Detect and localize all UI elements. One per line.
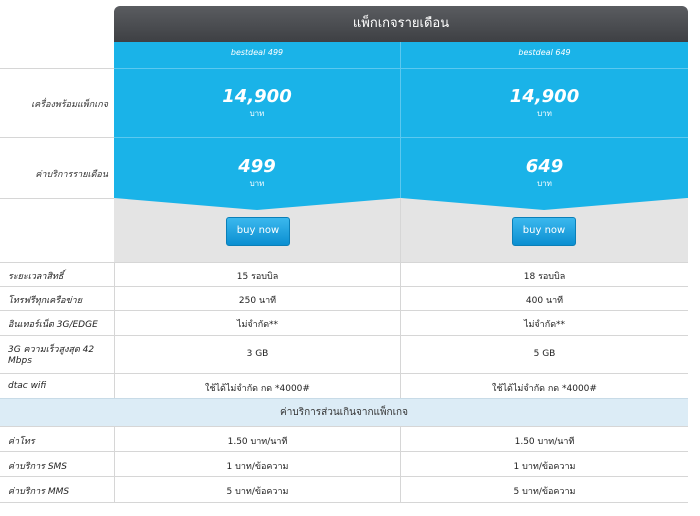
row-value-plan1: 1 บาท/ข้อความ bbox=[226, 462, 289, 472]
row-label: ค่าบริการ MMS bbox=[8, 487, 70, 497]
row-label: dtac wifi bbox=[8, 381, 47, 391]
plan2-arrow bbox=[401, 198, 687, 210]
plan1-arrow bbox=[114, 198, 400, 210]
row-value-plan1: ไม่จำกัด** bbox=[236, 320, 279, 330]
plan2-buy-button[interactable]: buy now bbox=[512, 217, 576, 246]
row-label: ค่าบริการ SMS bbox=[8, 462, 68, 472]
plan1-device-price: 14,900 bbox=[222, 86, 292, 107]
table-row: 3G ความเร็วสูงสุด 42 Mbps 3 GB 5 GB bbox=[0, 335, 688, 374]
plan1-monthly-cell: 499 บาท bbox=[114, 138, 400, 198]
plan2-name-cell: bestdeal 649 bbox=[401, 42, 688, 68]
table-row: dtac wifi ใช้ได้ไม่จำกัด กด *4000# ใช้ได… bbox=[0, 373, 688, 399]
label-device-package: เครื่องพร้อมแพ็กเกจ bbox=[31, 100, 108, 110]
plan2-device-cell: 14,900 บาท bbox=[401, 69, 688, 137]
row-value-plan1: 3 GB bbox=[246, 349, 269, 359]
row-value-plan2: 1 บาท/ข้อความ bbox=[513, 462, 576, 472]
plan1-monthly-unit: บาท bbox=[249, 179, 265, 188]
plan2-monthly-unit: บาท bbox=[537, 179, 552, 188]
plan2-monthly-cell: 649 บาท bbox=[401, 138, 688, 198]
table-row: ค่าบริการ SMS 1 บาท/ข้อความ 1 บาท/ข้อควา… bbox=[0, 451, 688, 477]
plan2-monthly-price: 649 bbox=[525, 156, 564, 177]
row-value-plan1: 1.50 บาท/นาที bbox=[227, 437, 288, 447]
label-monthly-fee: ค่าบริการรายเดือน bbox=[35, 170, 108, 180]
row-value-plan1: 15 รอบบิล bbox=[236, 272, 279, 282]
row-value-plan1: 250 นาที bbox=[238, 296, 277, 306]
row-label: 3G ความเร็วสูงสุด 42 Mbps bbox=[8, 345, 95, 366]
row-value-plan2: ไม่จำกัด** bbox=[523, 320, 566, 330]
plan1-buy-button[interactable]: buy now bbox=[226, 217, 290, 246]
row-value-plan2: 5 GB bbox=[533, 349, 556, 359]
row-value-plan1: 5 บาท/ข้อความ bbox=[226, 487, 289, 497]
plan1-name: bestdeal 499 bbox=[230, 48, 284, 57]
plan1-device-unit: บาท bbox=[249, 109, 265, 118]
row-label: ค่าโทร bbox=[8, 437, 35, 447]
row-value-plan2: 5 บาท/ข้อความ bbox=[513, 487, 576, 497]
plan2-device-price: 14,900 bbox=[509, 86, 580, 107]
table-row: โทรฟรีทุกเครือข่าย 250 นาที 400 นาที bbox=[0, 286, 688, 311]
plan2-name: bestdeal 649 bbox=[518, 48, 571, 57]
plan1-device-cell: 14,900 บาท bbox=[114, 69, 400, 137]
row-label: โทรฟรีทุกเครือข่าย bbox=[8, 296, 83, 306]
row-value-plan2: 1.50 บาท/นาที bbox=[514, 437, 575, 447]
row-label: ระยะเวลาสิทธิ์ bbox=[8, 272, 64, 282]
plan2-device-unit: บาท bbox=[537, 109, 552, 118]
row-value-plan2: ใช้ได้ไม่จำกัด กด *4000# bbox=[492, 384, 597, 394]
row-value-plan2: 400 นาที bbox=[525, 296, 564, 306]
table-row: อินเทอร์เน็ต 3G/EDGE ไม่จำกัด** ไม่จำกัด… bbox=[0, 310, 688, 336]
plan1-monthly-price: 499 bbox=[238, 156, 276, 177]
table-row: ค่าโทร 1.50 บาท/นาที 1.50 บาท/นาที bbox=[0, 426, 688, 452]
table-header: แพ็กเกจรายเดือน bbox=[114, 6, 688, 42]
table-row: ระยะเวลาสิทธิ์ 15 รอบบิล 18 รอบบิล bbox=[0, 262, 688, 287]
row-value-plan2: 18 รอบบิล bbox=[523, 272, 566, 282]
plan1-name-cell: bestdeal 499 bbox=[114, 42, 400, 68]
row-label: อินเทอร์เน็ต 3G/EDGE bbox=[8, 320, 98, 330]
table-row: ค่าบริการ MMS 5 บาท/ข้อความ 5 บาท/ข้อควา… bbox=[0, 476, 688, 503]
row-value-plan1: ใช้ได้ไม่จำกัด กด *4000# bbox=[205, 384, 310, 394]
overage-section-header: ค่าบริการส่วนเกินจากแพ็กเกจ bbox=[0, 398, 688, 427]
